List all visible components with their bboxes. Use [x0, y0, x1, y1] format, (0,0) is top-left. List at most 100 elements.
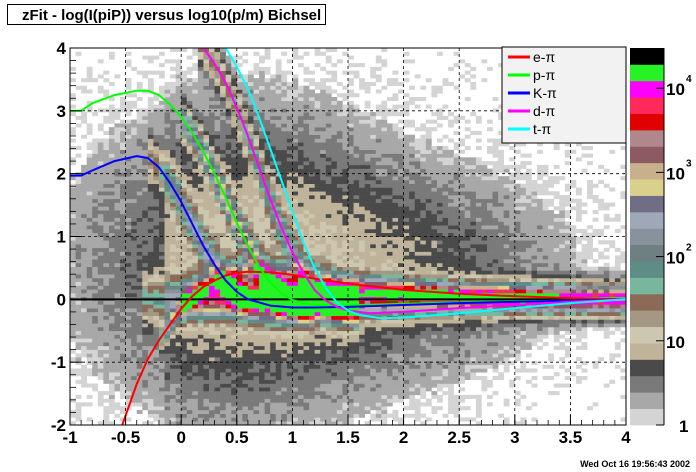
heatmap-cell: [297, 315, 304, 320]
heatmap-cell: [264, 213, 271, 218]
heatmap-cell: [303, 251, 310, 256]
heatmap-cell: [348, 413, 354, 418]
heatmap-cell: [175, 345, 182, 350]
heatmap-cell: [136, 213, 143, 218]
heatmap-cell: [353, 383, 360, 388]
heatmap-cell: [192, 93, 199, 98]
heatmap-cell: [264, 164, 271, 169]
heatmap-cell: [259, 89, 265, 94]
heatmap-cell: [125, 236, 132, 241]
heatmap-cell: [220, 409, 226, 414]
heatmap-cell: [303, 342, 310, 347]
heatmap-cell: [259, 311, 265, 316]
heatmap-cell: [253, 123, 260, 128]
heatmap-cell: [247, 274, 254, 279]
heatmap-cell: [170, 108, 176, 113]
heatmap-cell: [203, 112, 210, 117]
heatmap-cell: [353, 342, 360, 347]
heatmap-cell: [259, 108, 265, 113]
heatmap-cell: [92, 262, 99, 267]
heatmap-cell: [136, 277, 143, 283]
heatmap-cell: [203, 78, 210, 83]
heatmap-cell: [331, 277, 338, 283]
heatmap-cell: [114, 179, 121, 185]
heatmap-cell: [158, 146, 165, 151]
heatmap-cell: [275, 161, 282, 166]
heatmap-cell: [186, 360, 193, 365]
heatmap-cell: [164, 149, 171, 154]
heatmap-cell: [220, 383, 226, 388]
heatmap-cell: [192, 417, 199, 422]
heatmap-cell: [170, 379, 176, 384]
heatmap-cell: [147, 146, 154, 151]
heatmap-cell: [236, 85, 243, 90]
heatmap-cell: [220, 97, 226, 102]
heatmap-cell: [181, 277, 188, 283]
heatmap-cell: [220, 304, 226, 309]
heatmap-cell: [303, 123, 310, 128]
heatmap-cell: [147, 406, 154, 411]
heatmap-cell: [114, 387, 121, 392]
heatmap-cell: [108, 251, 115, 256]
heatmap-cell: [136, 285, 143, 290]
heatmap-cell: [92, 364, 99, 369]
heatmap-cell: [192, 364, 199, 369]
heatmap-cell: [170, 48, 176, 53]
heatmap-cell: [370, 153, 377, 158]
heatmap-cell: [286, 353, 293, 358]
heatmap-cell: [231, 134, 238, 139]
heatmap-cell: [192, 191, 199, 196]
heatmap-cell: [81, 164, 87, 169]
heatmap-cell: [164, 255, 171, 260]
heatmap-cell: [336, 402, 343, 407]
heatmap-cell: [348, 311, 354, 316]
heatmap-cell: [108, 206, 115, 211]
heatmap-cell: [286, 357, 293, 362]
heatmap-cell: [192, 127, 199, 132]
heatmap-cell: [253, 281, 260, 286]
heatmap-cell: [197, 81, 204, 86]
heatmap-cell: [286, 183, 293, 188]
heatmap-cell: [142, 149, 149, 154]
heatmap-cell: [286, 285, 293, 290]
heatmap-cell: [70, 161, 76, 166]
heatmap-cell: [203, 379, 210, 384]
heatmap-cell: [325, 402, 332, 407]
heatmap-cell: [181, 89, 188, 94]
heatmap-cell: [97, 375, 104, 381]
heatmap-cell: [203, 240, 210, 245]
heatmap-cell: [320, 104, 327, 109]
heatmap-cell: [303, 394, 310, 399]
heatmap-cell: [75, 308, 82, 313]
heatmap-cell: [147, 326, 154, 332]
heatmap-cell: [303, 338, 310, 343]
heatmap-cell: [236, 108, 243, 113]
heatmap-cell: [97, 138, 104, 143]
heatmap-cell: [170, 217, 176, 222]
heatmap-cell: [170, 262, 176, 267]
heatmap-cell: [181, 149, 188, 154]
heatmap-cell: [70, 285, 76, 290]
heatmap-cell: [348, 153, 354, 158]
heatmap-cell: [342, 225, 349, 230]
heatmap-cell: [286, 247, 293, 252]
heatmap-cell: [331, 421, 338, 425]
heatmap-cell: [364, 123, 371, 128]
heatmap-cell: [136, 398, 143, 403]
heatmap-cell: [242, 308, 249, 313]
heatmap-cell: [220, 255, 226, 260]
heatmap-cell: [253, 266, 260, 271]
heatmap-cell: [108, 236, 115, 241]
heatmap-cell: [348, 187, 354, 192]
heatmap-cell: [253, 70, 260, 75]
heatmap-cell: [242, 78, 249, 83]
heatmap-cell: [264, 342, 271, 347]
heatmap-cell: [336, 334, 343, 339]
heatmap-cell: [86, 383, 93, 388]
heatmap-cell: [203, 85, 210, 90]
heatmap-cell: [309, 78, 315, 83]
heatmap-cell: [86, 338, 93, 343]
heatmap-cell: [320, 108, 327, 113]
heatmap-cell: [70, 210, 76, 215]
heatmap-cell: [203, 289, 210, 294]
